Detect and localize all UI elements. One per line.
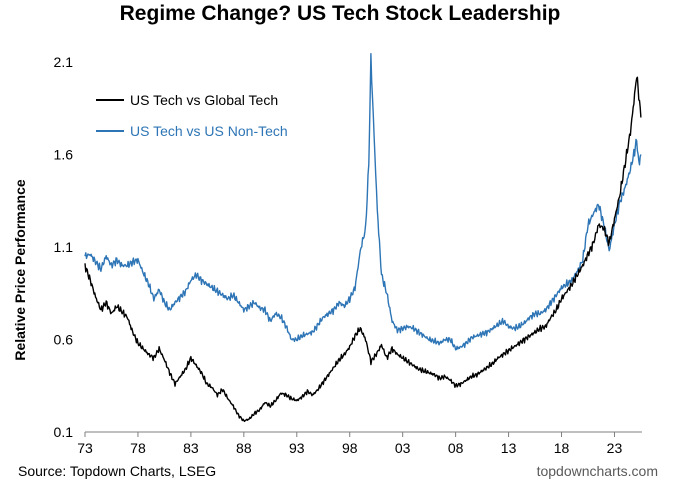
y-tick-label: 0.6 bbox=[54, 332, 74, 348]
x-tick-label: 18 bbox=[554, 440, 570, 456]
x-tick-label: 88 bbox=[236, 440, 252, 456]
x-tick-label: 83 bbox=[183, 440, 199, 456]
x-tick-label: 73 bbox=[77, 440, 93, 456]
x-tick-label: 93 bbox=[289, 440, 305, 456]
y-tick-label: 0.1 bbox=[54, 424, 74, 440]
x-tick-label: 03 bbox=[395, 440, 411, 456]
y-tick-label: 1.1 bbox=[54, 239, 74, 255]
series-layer bbox=[84, 53, 642, 423]
x-tick-label: 78 bbox=[130, 440, 146, 456]
legend: US Tech vs Global Tech US Tech vs US Non-… bbox=[96, 92, 288, 139]
legend-label: US Tech vs Global Tech bbox=[130, 92, 278, 108]
source-note: Source: Topdown Charts, LSEG bbox=[18, 463, 217, 479]
y-tick-label: 2.1 bbox=[54, 54, 74, 70]
x-tick-label: 23 bbox=[607, 440, 623, 456]
chart-title: Regime Change? US Tech Stock Leadership bbox=[119, 2, 561, 25]
website-credit: topdowncharts.com bbox=[536, 463, 658, 479]
legend-label: US Tech vs US Non-Tech bbox=[130, 123, 288, 139]
x-tick-label: 98 bbox=[342, 440, 358, 456]
x-tick-label: 08 bbox=[448, 440, 464, 456]
x-tick-label: 13 bbox=[501, 440, 517, 456]
series-line-us-tech-vs-global-tech bbox=[84, 76, 642, 423]
y-tick-label: 1.6 bbox=[54, 147, 74, 163]
axes: 0.1 0.6 1.1 1.6 2.1 73 78 83 88 93 98 03 08 13 18 23 bbox=[54, 54, 642, 456]
series-line-us-tech-vs-us-non-tech bbox=[84, 53, 642, 351]
